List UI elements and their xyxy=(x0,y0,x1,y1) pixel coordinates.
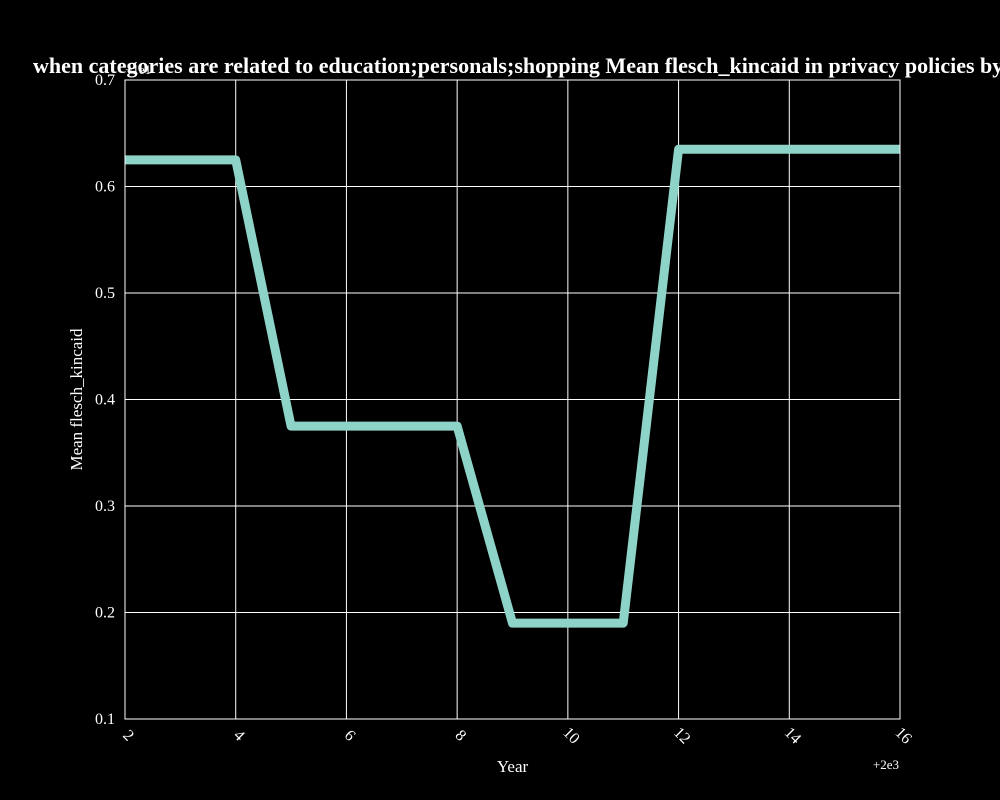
x-tick-label: 8 xyxy=(451,727,469,745)
y-tick-label: 0.1 xyxy=(95,711,115,728)
x-tick-label: 2 xyxy=(119,727,137,745)
x-tick-label: 4 xyxy=(230,727,248,745)
y-tick-label: 0.4 xyxy=(95,392,115,409)
y-offset-label: +1e1 xyxy=(125,62,151,77)
x-tick-label: 6 xyxy=(341,727,359,745)
x-tick-label: 16 xyxy=(892,724,915,747)
y-axis-label: Mean flesch_kincaid xyxy=(67,328,86,471)
plot-frame xyxy=(124,79,901,720)
chart-title: when categories are related to education… xyxy=(33,53,1000,78)
x-offset-label: +2e3 xyxy=(873,757,899,772)
y-tick-label: 0.2 xyxy=(95,605,115,622)
y-tick-label: 0.3 xyxy=(95,498,115,515)
series-layer xyxy=(125,144,900,628)
x-tick-label: 14 xyxy=(781,724,804,747)
y-tick-labels: 0.1 0.2 0.3 0.4 0.5 0.6 0.7 xyxy=(95,72,115,728)
series-line xyxy=(125,144,900,628)
y-tick-label: 0.6 xyxy=(95,179,115,196)
y-tick-label: 0.7 xyxy=(95,72,115,89)
y-tick-label: 0.5 xyxy=(95,285,115,302)
x-tick-label: 10 xyxy=(559,724,582,747)
x-axis-label: Year xyxy=(497,757,529,776)
x-tick-label: 12 xyxy=(670,724,693,747)
x-tick-labels: 2 4 6 8 10 12 14 16 xyxy=(119,724,915,747)
